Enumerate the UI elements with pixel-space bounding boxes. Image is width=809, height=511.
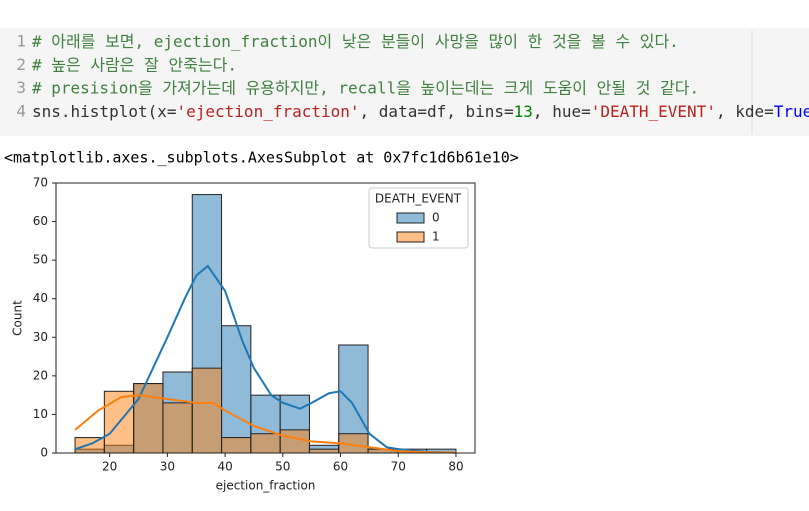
line-number: 3 xyxy=(16,78,26,97)
y-tick-label: 60 xyxy=(33,214,48,228)
code-token: # presision을 가져가는데 유용하지만, recall을 높이는데는 … xyxy=(32,78,699,97)
hist-bar xyxy=(191,367,223,454)
legend-swatch xyxy=(396,212,425,224)
code-line: # presision을 가져가는데 유용하지만, recall을 높이는데는 … xyxy=(32,78,699,97)
x-tick-label: 80 xyxy=(448,460,463,474)
y-tick-label: 50 xyxy=(33,253,48,267)
code-token: 'ejection_fraction' xyxy=(177,101,360,120)
x-tick-label: 40 xyxy=(217,460,232,474)
code-token: , data=df, bins= xyxy=(360,101,514,120)
legend-swatch xyxy=(396,231,425,243)
y-tick-label: 70 xyxy=(33,176,48,190)
hist-bar xyxy=(162,402,193,454)
y-tick-label: 20 xyxy=(33,368,48,382)
y-tick-label: 40 xyxy=(33,291,48,305)
x-tick-label: 70 xyxy=(391,460,406,474)
line-number: 2 xyxy=(16,55,26,74)
y-axis-label: Count xyxy=(11,300,25,336)
code-token: , hue= xyxy=(533,101,591,120)
code-line: # 아래를 보면, ejection_fraction이 낮은 분들이 사망을 … xyxy=(32,32,679,51)
legend-label: 1 xyxy=(432,230,440,244)
axes-frame xyxy=(55,182,476,454)
code-line: sns.histplot(x='ejection_fraction', data… xyxy=(32,101,809,120)
code-token: 13 xyxy=(514,101,533,120)
line-number: 4 xyxy=(16,101,26,120)
x-tick-label: 60 xyxy=(333,460,348,474)
code-token: # 높은 사람은 잘 안죽는다. xyxy=(32,55,237,74)
y-tick-label: 0 xyxy=(40,446,48,460)
code-token: True xyxy=(774,101,809,120)
code-token: # 아래를 보면, ejection_fraction이 낮은 분들이 사망을 … xyxy=(32,32,679,51)
kde-line xyxy=(74,264,456,454)
x-axis-label: ejection_fraction xyxy=(216,479,316,493)
line-number: 1 xyxy=(16,32,26,51)
x-tick-label: 30 xyxy=(160,460,175,474)
legend-title: DEATH_EVENT xyxy=(375,192,462,206)
hist-bar xyxy=(221,437,252,454)
hist-bar xyxy=(133,383,164,454)
hist-bar xyxy=(279,429,310,454)
x-tick-label: 20 xyxy=(102,460,117,474)
kde-line xyxy=(74,394,456,454)
y-tick-label: 10 xyxy=(33,407,48,421)
output-text: <matplotlib.axes._subplots.AxesSubplot a… xyxy=(4,149,519,167)
x-tick-label: 50 xyxy=(275,460,290,474)
code-line: # 높은 사람은 잘 안죽는다. xyxy=(32,55,237,74)
legend-label: 0 xyxy=(432,211,440,225)
code-token: sns.histplot(x= xyxy=(32,101,177,120)
code-token: , kde= xyxy=(716,101,774,120)
hist-bar xyxy=(221,325,252,454)
code-token: 'DEATH_EVENT' xyxy=(591,101,716,120)
hist-bar xyxy=(308,448,340,454)
y-tick-label: 30 xyxy=(33,330,48,344)
hist-bar xyxy=(250,433,281,454)
code-cell[interactable] xyxy=(0,28,809,136)
